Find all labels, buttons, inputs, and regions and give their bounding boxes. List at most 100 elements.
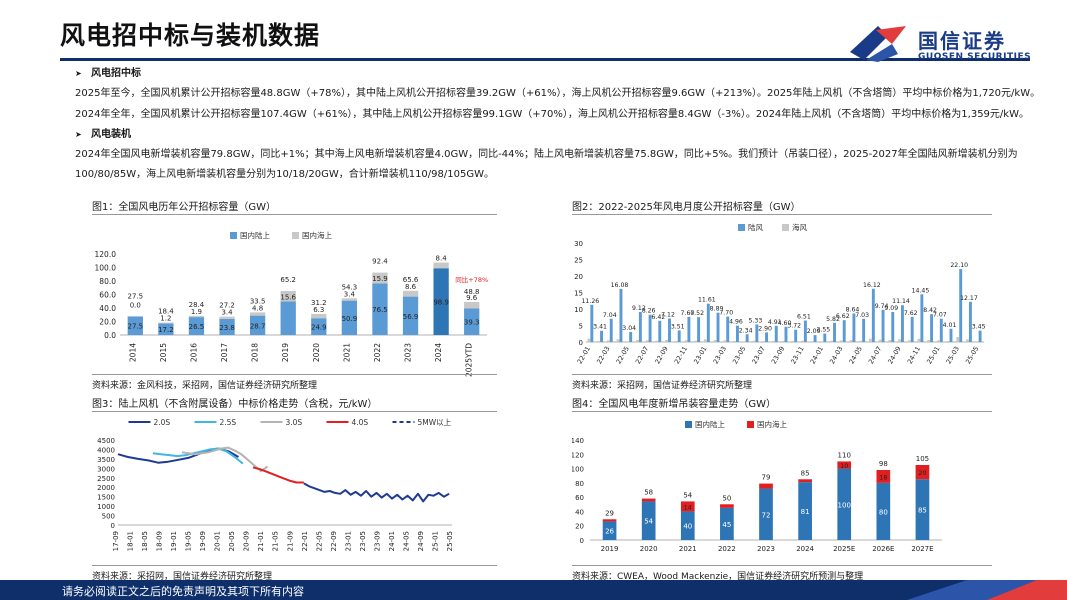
x-tick-label: 24-11 [906, 345, 922, 365]
data-label: 7.52 [690, 310, 704, 317]
bar-onshore [706, 303, 710, 342]
data-label: 8.64 [846, 306, 860, 313]
bar-onshore [668, 318, 671, 342]
x-tick-label: 24-09 [886, 345, 902, 365]
bar-offshore [966, 339, 969, 342]
bar-offshore [733, 341, 736, 342]
y-tick-label: 20.0 [99, 318, 116, 327]
x-tick-label: 2025YTD [465, 343, 474, 377]
x-tick-label: 24-01 [809, 345, 825, 365]
x-tick-label: 22-09 [330, 531, 338, 551]
figure-1-source: 资料来源：金风科技，采招网，国信证券经济研究所整理 [92, 381, 318, 391]
data-label: 4.96 [729, 319, 743, 326]
bar-onshore [249, 315, 266, 335]
bar-onshore [915, 479, 930, 540]
data-label: 7.07 [933, 312, 947, 319]
data-label-onshore: 26 [605, 528, 614, 536]
data-label-total: 48.8 [464, 288, 480, 296]
data-label: 3.51 [671, 323, 685, 330]
x-tick-label: 2022 [718, 545, 736, 553]
x-tick-label: 22-01 [576, 345, 592, 365]
data-label-onshore: 81 [801, 508, 810, 516]
data-label-total: 105 [916, 455, 929, 463]
bar-offshore [341, 298, 358, 301]
bar-offshore [641, 498, 656, 502]
bar-onshore [188, 317, 205, 335]
bar-onshore [158, 323, 174, 335]
bar-offshore [635, 340, 639, 342]
x-tick-label: 18-01 [127, 531, 135, 551]
figure-2-source: 资料来源：采招网，国信证券经济研究所整理 [572, 381, 753, 391]
series-line-2.5S [152, 447, 244, 465]
x-tick-label: 20-05 [228, 531, 236, 551]
data-label: 11.61 [698, 297, 716, 304]
bar-offshore [606, 340, 610, 342]
data-label-total: 98 [879, 460, 888, 468]
y-tick-label: 1500 [97, 494, 115, 502]
x-tick-label: 25-01 [925, 345, 941, 365]
bar-onshore [842, 320, 846, 342]
bar-offshore [665, 340, 669, 342]
x-tick-label: 21-09 [286, 531, 294, 551]
data-label: 3.41 [593, 324, 607, 331]
y-tick-label: 40.0 [99, 304, 116, 313]
y-tick-label: 0 [111, 522, 115, 530]
data-label-total: 27.5 [127, 292, 143, 300]
section-heading-installation: ➤ 风电装机 [75, 125, 1050, 145]
x-tick-label: 23-01 [692, 345, 708, 365]
y-tick-label: 0 [579, 339, 583, 347]
bar-onshore [939, 318, 943, 342]
y-tick-label: 80.0 [99, 277, 116, 286]
data-label: 12.17 [960, 295, 978, 302]
bar-offshore [616, 339, 620, 342]
bar-offshore [878, 339, 882, 342]
y-tick-label: 10 [574, 306, 583, 314]
y-tick-label: 3000 [97, 465, 115, 473]
x-tick-label: 24-01 [388, 531, 396, 551]
bar-offshore [402, 290, 419, 297]
legend-swatch [738, 224, 745, 231]
data-label-offshore: 3.4 [221, 309, 233, 317]
data-label: 11.26 [582, 298, 600, 305]
data-label: 8.26 [642, 308, 656, 315]
y-tick-label: 15 [574, 290, 583, 298]
footer-bar: 请务必阅读正文之后的免责声明及其项下所有内容 [0, 580, 1067, 600]
data-label-offshore: 14 [684, 503, 692, 511]
y-tick-label: 140 [572, 437, 584, 445]
bar-offshore [781, 341, 785, 342]
bar-offshore [876, 470, 891, 483]
legend-label: 海风 [792, 222, 807, 232]
data-label: 7.70 [719, 310, 733, 317]
bar-offshore [597, 341, 601, 342]
legend-swatch [230, 232, 237, 239]
x-tick-label: 23-03 [712, 345, 728, 365]
bar-offshore [680, 501, 695, 512]
data-label-onshore: 40 [683, 523, 692, 531]
x-tick-label: 2014 [128, 343, 137, 362]
bar-offshore [917, 338, 921, 342]
bar-offshore [830, 340, 834, 342]
x-tick-label: 25-05 [446, 531, 454, 551]
x-tick-label: 2027E [911, 545, 933, 553]
bar-onshore [833, 322, 836, 342]
legend-label: 国内海上 [757, 419, 787, 429]
logo-name: 国信证券 [918, 29, 1006, 53]
data-label-offshore: 20 [918, 469, 926, 477]
data-label-offshore: 15.9 [372, 275, 388, 283]
bar-offshore [464, 301, 480, 309]
bar-onshore [716, 312, 720, 342]
x-tick-label: 2023 [757, 545, 775, 553]
bar-onshore [745, 334, 749, 342]
bar-onshore [127, 316, 143, 335]
bar-onshore [794, 329, 798, 342]
data-label-onshore: 56.9 [403, 313, 419, 321]
logo-english-name: GUOSEN SECURITIES [918, 52, 1032, 62]
bar-onshore [852, 313, 856, 342]
data-label: 7.60 [681, 310, 695, 317]
x-tick-label: 2020 [640, 545, 658, 553]
y-tick-label: 1000 [97, 503, 115, 511]
x-tick-label: 24-03 [828, 345, 844, 365]
bar-onshore [680, 511, 695, 540]
x-tick-label: 23-09 [770, 345, 786, 365]
